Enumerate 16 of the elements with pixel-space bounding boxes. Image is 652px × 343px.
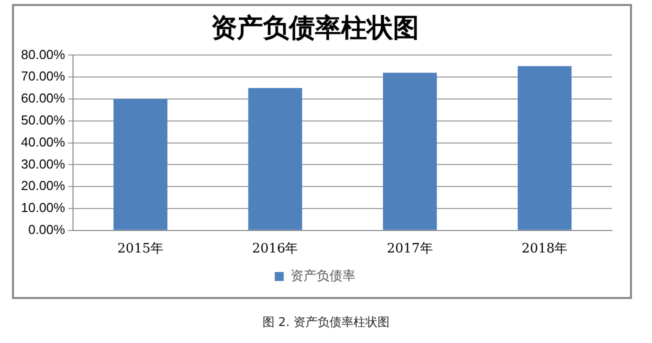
y-tick-label: 60.00% xyxy=(20,90,66,106)
x-tick-label: 2018年 xyxy=(522,242,568,257)
y-tick-label: 10.00% xyxy=(20,200,66,216)
caption: 图 2. 资产负债率柱状图 xyxy=(261,314,391,331)
y-tick-label: 80.00% xyxy=(20,46,66,62)
x-tick-label: 2016年 xyxy=(252,242,298,257)
y-tick-label: 20.00% xyxy=(20,178,66,194)
x-tick-label: 2017年 xyxy=(386,242,433,257)
y-tick-label: 0.00% xyxy=(28,222,66,237)
y-tick-label: 40.00% xyxy=(20,134,66,150)
y-tick-label: 70.00% xyxy=(20,68,66,84)
y-tick-label: 50.00% xyxy=(20,112,66,128)
legend-label: 资产负债率 xyxy=(290,268,356,284)
chart-title: 资产负债率柱状图 xyxy=(211,13,419,44)
x-tick-label: 2015年 xyxy=(117,242,164,257)
y-tick-label: 30.00% xyxy=(20,156,66,172)
